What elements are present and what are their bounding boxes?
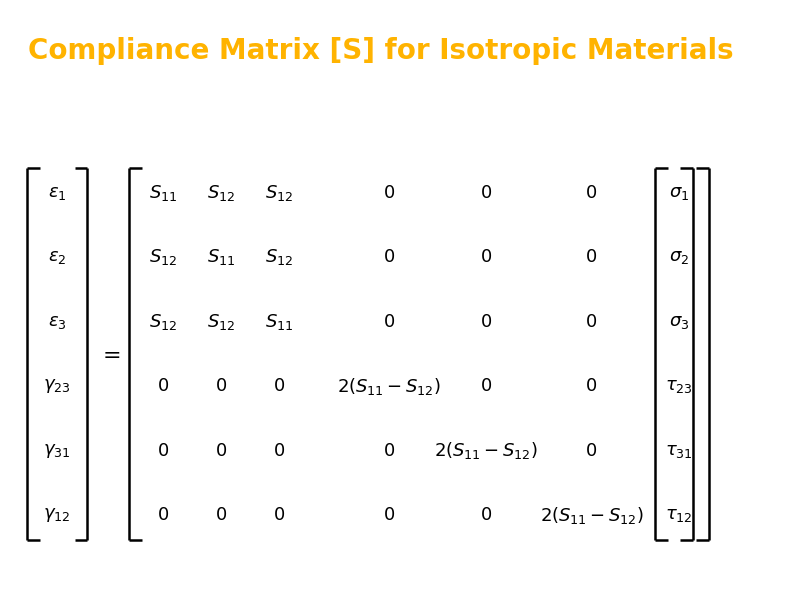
Text: $\varepsilon_3$: $\varepsilon_3$ xyxy=(48,313,67,331)
Text: $0$: $0$ xyxy=(272,441,285,460)
Text: $0$: $0$ xyxy=(156,441,169,460)
Text: $S_{12}$: $S_{12}$ xyxy=(206,312,235,332)
Text: $0$: $0$ xyxy=(383,313,395,331)
Text: $\sigma_2$: $\sigma_2$ xyxy=(669,248,689,266)
Text: $0$: $0$ xyxy=(272,377,285,395)
Text: $\gamma_{23}$: $\gamma_{23}$ xyxy=(44,377,71,395)
Text: $0$: $0$ xyxy=(383,506,395,524)
Text: $\varepsilon_2$: $\varepsilon_2$ xyxy=(48,248,67,266)
Text: $0$: $0$ xyxy=(156,377,169,395)
Text: $0$: $0$ xyxy=(156,506,169,524)
Text: $S_{12}$: $S_{12}$ xyxy=(148,248,177,267)
Text: $0$: $0$ xyxy=(383,441,395,460)
Text: $=$: $=$ xyxy=(98,344,121,364)
Text: $\gamma_{31}$: $\gamma_{31}$ xyxy=(44,441,71,460)
Text: $2(S_{11}-S_{12})$: $2(S_{11}-S_{12})$ xyxy=(337,375,441,397)
Text: $0$: $0$ xyxy=(585,377,598,395)
Text: $0$: $0$ xyxy=(585,248,598,266)
Text: $0$: $0$ xyxy=(214,441,227,460)
Text: $0$: $0$ xyxy=(585,184,598,202)
Text: $\tau_{12}$: $\tau_{12}$ xyxy=(665,506,692,524)
Text: $2(S_{11}-S_{12})$: $2(S_{11}-S_{12})$ xyxy=(434,440,538,461)
Text: $S_{11}$: $S_{11}$ xyxy=(206,248,235,267)
Text: $0$: $0$ xyxy=(214,506,227,524)
Text: $0$: $0$ xyxy=(480,377,492,395)
Text: $0$: $0$ xyxy=(585,441,598,460)
Text: $S_{12}$: $S_{12}$ xyxy=(264,183,293,203)
Text: $\tau_{31}$: $\tau_{31}$ xyxy=(665,441,692,460)
Text: Compliance Matrix [S] for Isotropic Materials: Compliance Matrix [S] for Isotropic Mate… xyxy=(28,37,734,65)
Text: $\varepsilon_1$: $\varepsilon_1$ xyxy=(48,184,67,202)
Text: $0$: $0$ xyxy=(383,248,395,266)
Text: $S_{12}$: $S_{12}$ xyxy=(264,248,293,267)
Text: $\sigma_3$: $\sigma_3$ xyxy=(669,313,689,331)
Text: $S_{12}$: $S_{12}$ xyxy=(148,312,177,332)
Text: $\gamma_{12}$: $\gamma_{12}$ xyxy=(44,506,71,524)
Text: $S_{12}$: $S_{12}$ xyxy=(206,183,235,203)
Text: $0$: $0$ xyxy=(480,184,492,202)
Text: $\sigma_1$: $\sigma_1$ xyxy=(669,184,689,202)
Text: $0$: $0$ xyxy=(480,313,492,331)
Text: $S_{11}$: $S_{11}$ xyxy=(264,312,293,332)
Text: $\tau_{23}$: $\tau_{23}$ xyxy=(665,377,693,395)
Text: $0$: $0$ xyxy=(480,506,492,524)
Text: $0$: $0$ xyxy=(214,377,227,395)
Text: $0$: $0$ xyxy=(480,248,492,266)
Text: $0$: $0$ xyxy=(272,506,285,524)
Text: $2(S_{11}-S_{12})$: $2(S_{11}-S_{12})$ xyxy=(540,505,643,525)
Text: $0$: $0$ xyxy=(383,184,395,202)
Text: $S_{11}$: $S_{11}$ xyxy=(148,183,177,203)
Text: $0$: $0$ xyxy=(585,313,598,331)
